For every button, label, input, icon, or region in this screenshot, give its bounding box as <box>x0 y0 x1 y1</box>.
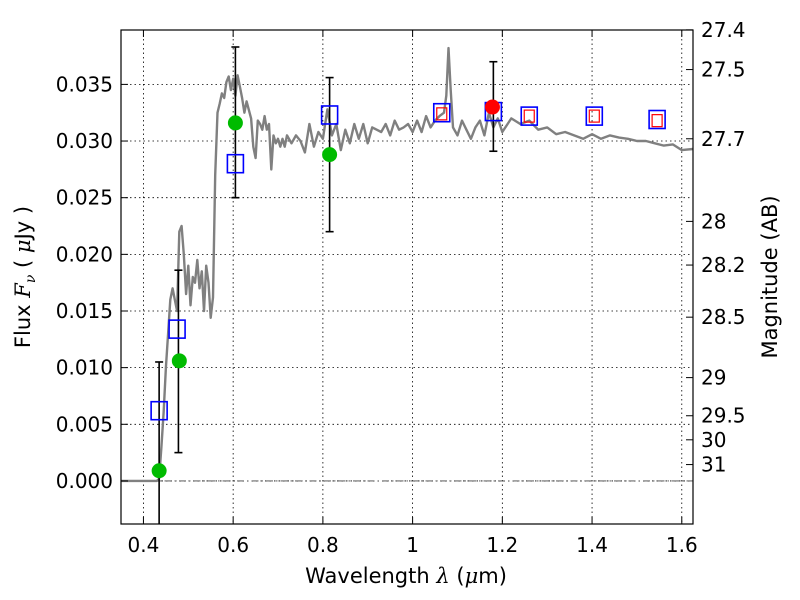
y-tick-label: 0.015 <box>56 299 113 323</box>
x-tick-label: 0.6 <box>217 533 249 557</box>
green-circle-marker <box>227 115 243 131</box>
model-square-marker <box>588 109 600 123</box>
model-square-marker <box>523 109 535 123</box>
flux-square-marker <box>648 109 666 130</box>
x-tick-label: 1.2 <box>486 533 518 557</box>
mag-tick-label: 28.5 <box>701 305 746 329</box>
axis-ticks: 0.4 0.6 0.8 1 1.2 1.4 1.6 0.000 0.005 0.010 0.015 0… <box>56 18 746 557</box>
flux-square-marker <box>226 153 245 174</box>
mag-tick-label: 27.4 <box>701 18 746 42</box>
mag-tick-label: 31 <box>701 453 726 477</box>
green-circle-marker <box>322 147 338 163</box>
x-tick-label: 1.4 <box>576 533 608 557</box>
plot-background <box>121 30 693 524</box>
y-tick-label: 0.030 <box>56 129 113 153</box>
flux-square-marker <box>168 319 186 339</box>
y-axis-label: Flux Fν ( μJy ) <box>11 206 39 348</box>
mag-tick-label: 28.2 <box>701 253 746 277</box>
flux-square-marker <box>320 105 339 125</box>
y-tick-label: 0.005 <box>56 412 113 436</box>
flux-square-marker <box>432 102 451 123</box>
mag-tick-label: 27.7 <box>701 127 746 151</box>
model-square-marker <box>436 107 448 121</box>
green-circle-marker <box>151 463 167 479</box>
flux-square-marker <box>585 106 604 126</box>
mag-tick-label: 29 <box>701 366 726 390</box>
x-tick-label: 1 <box>406 533 419 557</box>
spectrum-line <box>121 46 693 483</box>
mag-tick-label: 29.5 <box>701 404 746 428</box>
y-tick-label: 0.010 <box>56 356 113 380</box>
mag-tick-label: 28 <box>701 209 726 233</box>
plot-area <box>121 46 693 524</box>
y-tick-label: 0.035 <box>56 72 113 96</box>
mag-tick-label: 30 <box>701 428 726 452</box>
y-tick-label: 0.025 <box>56 186 113 210</box>
y2-axis-label: Magnitude (AB) <box>758 195 782 358</box>
x-tick-label: 1.6 <box>666 533 698 557</box>
x-axis-label: Wavelength λ (μm) <box>305 564 507 588</box>
y-tick-label: 0.020 <box>56 242 113 266</box>
flux-square-marker <box>520 106 539 126</box>
mag-tick-label: 27.5 <box>701 58 746 82</box>
y-tick-label: 0.000 <box>56 469 113 493</box>
grid-lines <box>121 30 693 524</box>
flux-square-marker <box>150 400 168 421</box>
x-tick-label: 0.4 <box>128 533 160 557</box>
red-circle-marker <box>484 99 500 115</box>
model-square-marker <box>651 114 663 128</box>
x-tick-label: 0.8 <box>307 533 339 557</box>
green-circle-marker <box>171 353 187 369</box>
plot-frame <box>120 29 694 525</box>
